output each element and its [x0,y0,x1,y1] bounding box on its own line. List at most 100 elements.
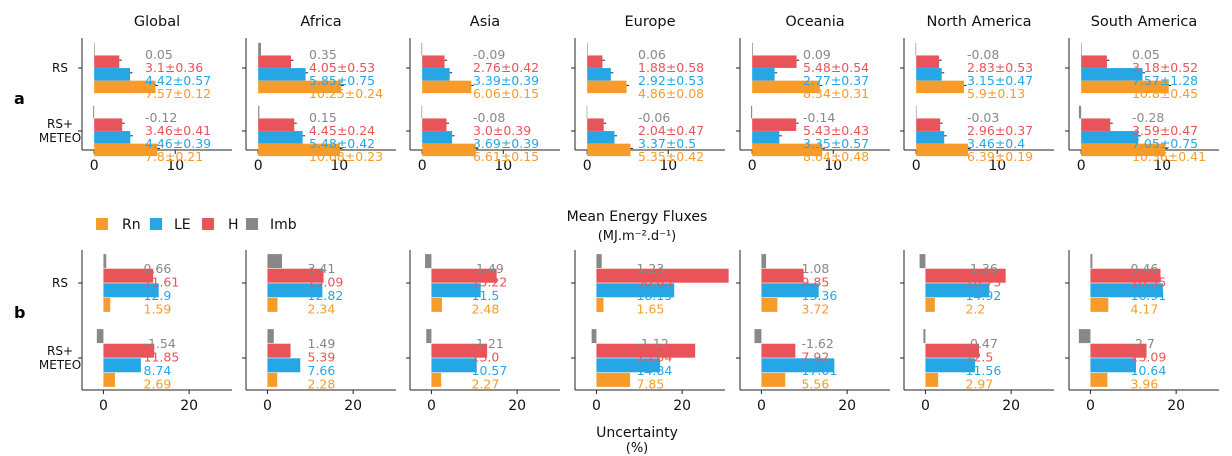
x-tick-label: 20 [673,398,691,414]
panel-title-oceania: Oceania [785,14,844,30]
data-label-rn-rs: 1.59 [144,302,172,317]
data-label-le-rs-meteo: 14.84 [637,363,673,378]
bar-imb-rs-meteo [923,329,926,344]
data-label-imb-rs-meteo: -1.12 [637,336,669,351]
data-label-le-rs: 3.15±0.47 [967,73,1033,88]
bar-rn-rs-meteo [103,372,115,387]
data-label-le-rs: 12.82 [308,288,344,303]
data-label-le-rs-meteo: 11.56 [966,363,1002,378]
bar-le-rs-meteo [431,358,477,373]
data-label-le-rs: 4.42±0.57 [145,73,211,88]
data-label-rn-rs-meteo: 5.35±0.42 [638,149,704,164]
bar-rn-rs [422,80,472,94]
data-label-imb-rs-meteo: 1.49 [308,336,336,351]
bar-rn-rs [267,297,278,312]
data-label-le-rs-meteo: 3.37±0.5 [638,136,696,151]
data-label-rn-rs: 7.57±0.12 [145,86,211,101]
bar-h-rs-meteo [587,118,604,131]
bar-h-rs-meteo [752,118,797,131]
bar-imb-rs [919,254,926,269]
bar-h-rs-meteo [94,118,123,131]
data-label-le-rs-meteo: 7.05±0.75 [1132,136,1198,151]
data-label-imb-rs: -1.36 [966,261,998,276]
bar-le-rs [267,283,323,298]
bar-le-rs-meteo [258,131,303,144]
bar-rn-rs-meteo [94,143,158,157]
data-label-imb-rs-meteo: -0.08 [473,110,505,125]
bar-h-rs [925,268,1006,283]
data-label-rn-rs: 2.2 [966,302,986,317]
x-tick-label: 0 [90,158,99,174]
legend-swatch-le [150,218,162,230]
data-label-imb-rs-meteo: -0.03 [967,110,999,125]
data-label-h-rs: 2.83±0.53 [967,60,1033,75]
x-tick-label: 0 [418,158,427,174]
row-label-a-rs-meteo: METEO [39,131,81,145]
data-label-h-rs: 1.88±0.58 [638,60,704,75]
data-label-imb-rs-meteo: -1.21 [472,336,504,351]
data-label-le-rs: 2.92±0.53 [638,73,704,88]
data-label-h-rs: 13.09 [308,275,344,290]
x-tick-label: 0 [757,398,766,414]
x-tick-label: 20 [180,398,198,414]
x-tick-label: 0 [99,398,108,414]
data-label-h-rs-meteo: 13.0 [472,350,500,365]
x-tick-label: 20 [838,398,856,414]
bar-h-rs-meteo [1081,118,1111,131]
data-label-rn-rs: 3.72 [802,302,830,317]
section-b-xlabel-line2: (%) [626,441,649,456]
x-tick-label: 0 [921,398,930,414]
data-label-imb-rs-meteo: -0.12 [145,110,177,125]
bar-rn-rs-meteo [587,143,631,157]
bar-rn-rs-meteo [1090,372,1108,387]
data-label-le-rs-meteo: 4.46±0.39 [145,136,211,151]
data-label-imb-rs: -0.08 [967,47,999,62]
data-label-rn-rs-meteo: 7.85 [637,377,665,392]
x-tick-label: 10 [988,158,1006,174]
x-tick-label: 0 [583,158,592,174]
data-label-rn-rs: 4.17 [1131,302,1159,317]
data-label-le-rs: 2.77±0.37 [803,73,869,88]
bar-le-rs [1081,68,1143,81]
bar-h-rs-meteo [761,343,796,358]
bar-imb-rs-meteo [421,105,423,119]
bar-rn-rs-meteo [596,372,631,387]
bar-rn-rs [103,297,111,312]
bar-h-rs [1081,55,1107,68]
data-label-imb-rs: 0.06 [638,47,666,62]
bar-le-rs [1090,283,1163,298]
panel-label-b: b [14,303,25,322]
bar-imb-rs [421,42,423,56]
data-label-le-rs: 12.9 [144,288,172,303]
data-label-h-rs-meteo: 23.04 [637,350,673,365]
data-label-le-rs-meteo: 3.46±0.4 [967,136,1025,151]
data-label-le-rs-meteo: 3.69±0.39 [473,136,539,151]
data-label-le-rs: 13.36 [802,288,838,303]
bar-rn-rs [916,80,964,94]
data-label-rn-rs-meteo: 3.96 [1131,377,1159,392]
data-label-h-rs: 2.76±0.42 [473,60,539,75]
bar-imb-rs-meteo [754,329,762,344]
bar-h-rs-meteo [431,343,488,358]
data-label-h-rs: 3.1±0.36 [145,60,203,75]
bar-h-rs [1090,268,1161,283]
bar-le-rs [916,68,942,81]
bar-rn-rs-meteo [916,143,968,157]
data-label-le-rs: 7.57±1.28 [1132,73,1198,88]
data-label-imb-rs: 0.05 [1132,47,1160,62]
data-label-h-rs-meteo: 3.59±0.47 [1132,123,1198,138]
bar-imb-rs [915,42,917,56]
x-tick-label: 10 [166,158,184,174]
bar-rn-rs [925,297,935,312]
section-a-xlabel-line2: (MJ.m⁻².d⁻¹) [598,229,677,244]
data-label-imb-rs-meteo: -0.28 [1132,110,1164,125]
data-label-h-rs: 4.05±0.53 [309,60,375,75]
bar-h-rs [267,268,324,283]
bar-h-rs-meteo [103,343,155,358]
data-label-h-rs: 3.18±0.52 [1132,60,1198,75]
data-label-h-rs-meteo: 5.39 [308,350,336,365]
bar-le-rs-meteo [752,131,780,144]
bar-le-rs [925,283,990,298]
